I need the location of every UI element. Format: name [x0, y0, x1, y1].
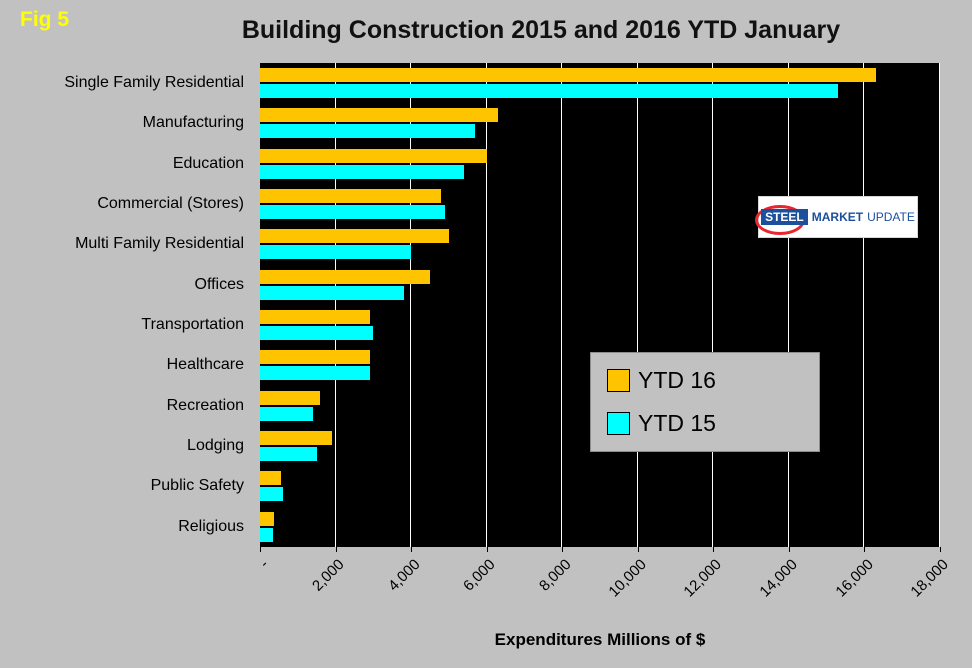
bar-ytd-15: [260, 164, 464, 179]
bar-row: [260, 466, 940, 506]
x-tick-label: 2,000: [308, 556, 348, 595]
bar-ytd-15: [260, 285, 404, 300]
bar-ytd-16: [260, 431, 332, 446]
x-tick-mark: [788, 547, 790, 552]
x-tick-label: 4,000: [384, 556, 424, 595]
x-tick-mark: [260, 547, 261, 552]
logo-word-steel: STEEL: [761, 209, 808, 225]
category-label: Public Safety: [150, 477, 244, 495]
x-tick-mark: [486, 547, 488, 552]
x-tick-label: 14,000: [756, 556, 801, 601]
bar-ytd-16: [260, 471, 281, 486]
gridline: [712, 63, 714, 547]
bar-row: [260, 426, 940, 466]
bar-ytd-15: [260, 84, 838, 99]
bar-row: [260, 265, 940, 305]
bar-ytd-16: [260, 511, 274, 526]
x-tick-label: 18,000: [907, 556, 953, 601]
legend-swatch: [607, 369, 630, 392]
bar-ytd-15: [260, 326, 374, 341]
bar-row: [260, 507, 940, 547]
category-label: Lodging: [187, 437, 244, 455]
gridline: [787, 63, 789, 547]
bar-ytd-15: [260, 366, 370, 381]
bar-ytd-16: [260, 108, 498, 123]
bar-ytd-15: [260, 406, 313, 421]
figure-number-label: Fig 5: [20, 8, 70, 31]
bar-ytd-16: [260, 68, 876, 83]
x-tick-label: -: [256, 556, 273, 572]
bar-ytd-15: [260, 527, 274, 542]
bar-ytd-15: [260, 487, 283, 502]
x-tick-mark: [335, 547, 337, 552]
bar-ytd-15: [260, 447, 317, 462]
bars-layer: [260, 63, 940, 547]
category-label: Transportation: [141, 316, 244, 334]
grid-layer: [260, 63, 940, 547]
bar-ytd-15: [260, 245, 412, 260]
gridline: [939, 63, 940, 547]
bar-ytd-16: [260, 189, 442, 204]
category-label: Commercial (Stores): [97, 195, 244, 213]
logo-inner: STEEL MARKET UPDATE: [755, 205, 915, 235]
x-tick-label: 12,000: [680, 556, 726, 601]
category-label: Single Family Residential: [64, 74, 244, 92]
x-tick-mark: [411, 547, 413, 552]
legend-label: YTD 16: [638, 367, 716, 393]
category-label: Multi Family Residential: [75, 235, 244, 253]
x-tick-mark: [637, 547, 639, 552]
x-tick-label: 16,000: [831, 556, 877, 601]
x-tick-mark: [864, 547, 866, 552]
steel-market-update-logo: STEEL MARKET UPDATE: [755, 196, 918, 238]
category-labels: Single Family Residential Manufacturing Ed…: [0, 63, 252, 547]
gridline: [334, 63, 336, 547]
x-tick-mark: [562, 547, 564, 552]
gridline: [561, 63, 563, 547]
x-axis-title: Expenditures Millions of $: [494, 630, 706, 649]
logo-word-market: MARKET: [811, 210, 864, 224]
bar-row: [260, 103, 940, 143]
bar-ytd-16: [260, 148, 487, 163]
x-axis: - 2,000 4,000 6,000 8,000 10,000 12,000 14,000 1…: [256, 547, 952, 619]
x-tick-mark: [713, 547, 715, 552]
category-label: Manufacturing: [142, 114, 244, 132]
x-tick-mark: [940, 547, 941, 552]
gridline: [485, 63, 487, 547]
legend-item: YTD 15: [607, 410, 803, 437]
gridline: [863, 63, 865, 547]
bar-row: [260, 345, 940, 385]
bar-row: [260, 184, 940, 224]
bar-ytd-16: [260, 269, 430, 284]
bar-ytd-15: [260, 124, 476, 139]
legend-label: YTD 15: [638, 410, 716, 436]
legend: YTD 16 YTD 15: [590, 352, 820, 452]
category-label: Religious: [178, 517, 244, 535]
bar-row: [260, 386, 940, 426]
plot-area: STEEL MARKET UPDATE YTD 16 YTD 15: [260, 63, 940, 547]
bar-ytd-16: [260, 310, 370, 325]
category-label: Healthcare: [166, 356, 244, 374]
gridline: [636, 63, 638, 547]
bar-row: [260, 305, 940, 345]
logo-word-update: UPDATE: [867, 210, 915, 224]
bar-row: [260, 224, 940, 264]
bar-row: [260, 144, 940, 184]
x-tick-label: 6,000: [460, 556, 499, 595]
category-label: Education: [172, 154, 244, 172]
x-tick-label: 8,000: [535, 556, 575, 595]
bar-ytd-16: [260, 229, 449, 244]
bar-ytd-16: [260, 390, 321, 405]
x-tick-label: 10,000: [605, 556, 650, 601]
legend-item: YTD 16: [607, 367, 803, 394]
category-label: Offices: [194, 275, 245, 293]
category-label: Recreation: [166, 396, 244, 414]
bar-ytd-15: [260, 205, 446, 220]
bar-ytd-16: [260, 350, 370, 365]
chart-title: Building Construction 2015 and 2016 YTD …: [241, 16, 841, 44]
bar-row: [260, 63, 940, 103]
gridline: [410, 63, 412, 547]
legend-swatch: [607, 412, 630, 435]
